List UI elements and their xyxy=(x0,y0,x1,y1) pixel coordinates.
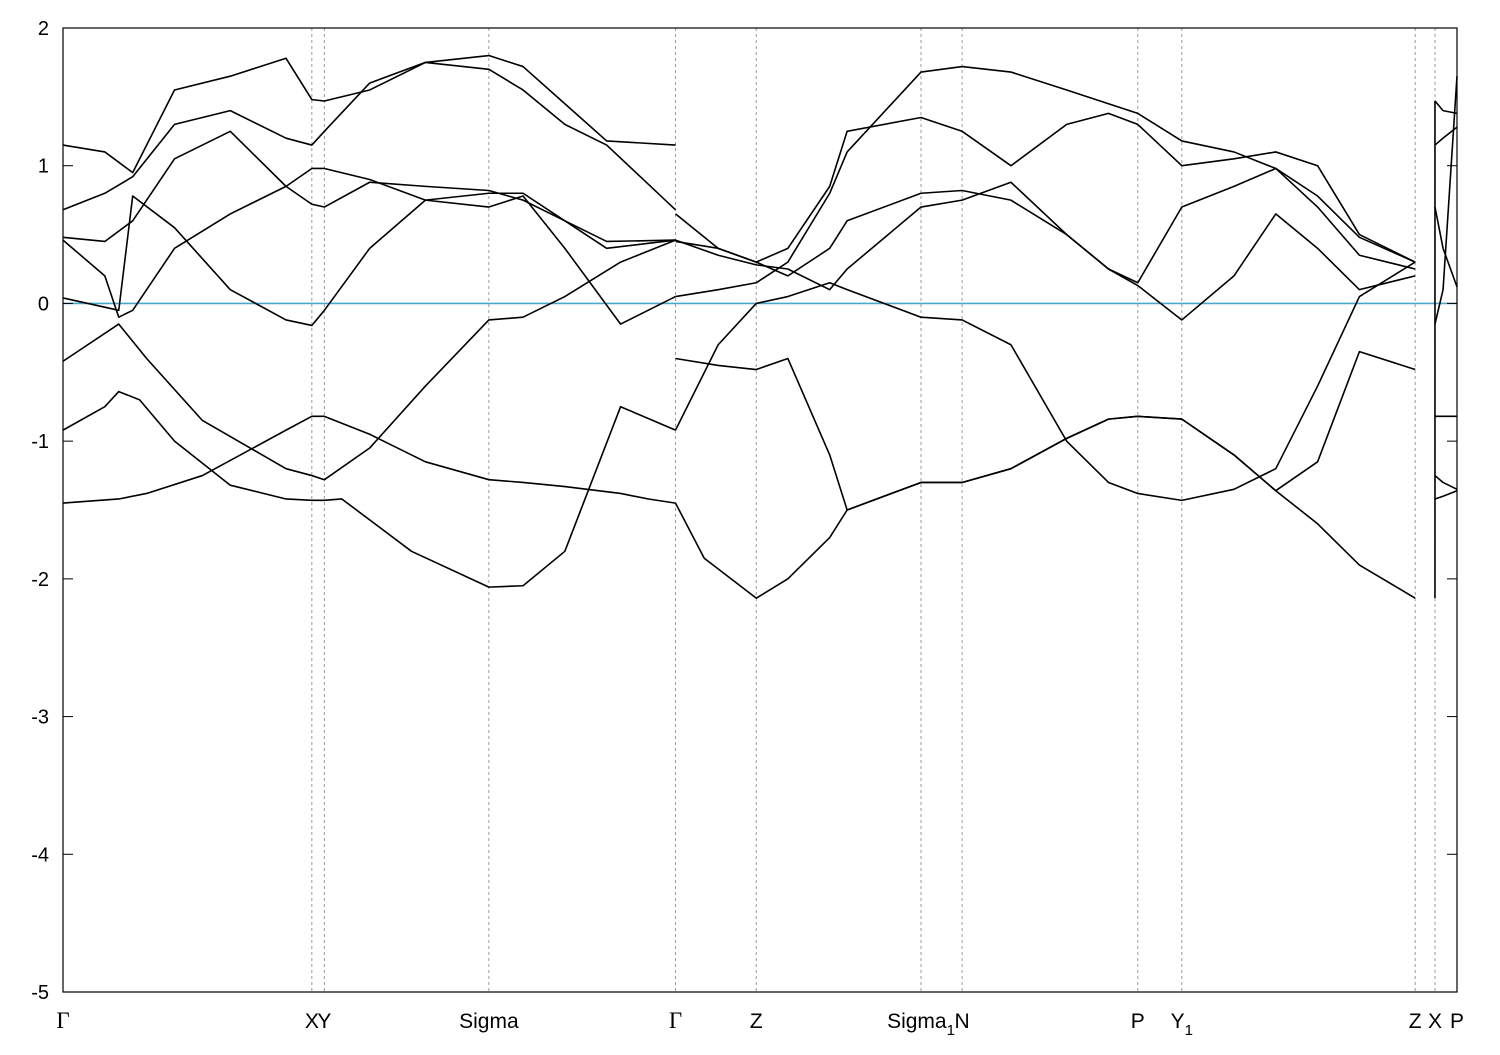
band-line xyxy=(62,390,676,588)
band-line xyxy=(62,192,676,327)
xtick-label-text: P xyxy=(1131,1010,1145,1033)
x-axis-ticks: Γ XY Sigma Γ Z Sigma1 N P Y1 Z X P xyxy=(56,1008,1464,1039)
band-line xyxy=(675,181,1416,321)
band-line xyxy=(62,130,676,250)
ytick-label: -2 xyxy=(31,569,49,591)
bands-layer xyxy=(62,54,1458,599)
ytick-label: -4 xyxy=(31,844,49,866)
xtick-label: X xyxy=(1428,1010,1442,1033)
xtick-label-text: Γ xyxy=(669,1008,682,1033)
xtick-label-text: N xyxy=(955,1010,970,1033)
xtick-label-subscript: 1 xyxy=(947,1022,955,1039)
band-line xyxy=(1434,126,1458,146)
xtick-label-text: X xyxy=(1428,1010,1442,1033)
xtick-label-text: Y xyxy=(317,1010,331,1033)
band-line xyxy=(62,54,676,174)
xtick-label-text: Z xyxy=(750,1010,763,1033)
axes-layer xyxy=(62,27,1458,993)
band-line xyxy=(1434,489,1458,500)
xtick-label: Z xyxy=(1409,1010,1422,1033)
ytick-label: 1 xyxy=(38,156,49,178)
xtick-label-text: X xyxy=(305,1010,319,1033)
band-line xyxy=(674,415,1416,599)
ytick-label: 2 xyxy=(38,18,49,40)
band-line xyxy=(1434,100,1458,115)
xtick-label-text: Y xyxy=(1171,1010,1185,1033)
band-line xyxy=(675,65,1416,298)
xtick-label: X xyxy=(305,1010,319,1033)
band-line xyxy=(62,167,676,325)
xtick-label: Γ xyxy=(56,1008,69,1033)
xtick-label: Sigma xyxy=(459,1010,519,1033)
ytick-label: -3 xyxy=(31,707,49,729)
xtick-label-text: Γ xyxy=(56,1008,69,1033)
band-line xyxy=(62,239,676,481)
ytick-label: 0 xyxy=(38,293,49,315)
xtick-label-text: Sigma xyxy=(459,1010,519,1033)
band-line xyxy=(674,261,1416,502)
xtick-label: Y xyxy=(317,1010,331,1033)
band-line xyxy=(1434,474,1458,491)
xtick-label: N xyxy=(955,1010,970,1033)
xtick-label: Sigma1 xyxy=(887,1010,955,1039)
ytick-label: -5 xyxy=(31,982,49,1004)
band-line xyxy=(675,112,1416,263)
xtick-label-text: Z xyxy=(1409,1010,1422,1033)
xtick-label: Z xyxy=(750,1010,763,1033)
band-line xyxy=(675,167,1416,284)
band-line xyxy=(1434,76,1458,325)
band-line xyxy=(62,61,677,211)
xtick-label: P xyxy=(1131,1010,1145,1033)
xtick-label-text: P xyxy=(1450,1010,1464,1033)
xtick-label-subscript: 1 xyxy=(1185,1022,1193,1039)
xtick-label: Γ xyxy=(669,1008,682,1033)
band-line xyxy=(675,350,1416,511)
xtick-label: Y1 xyxy=(1171,1010,1193,1039)
xtick-label-text: Sigma xyxy=(887,1010,947,1033)
band-line xyxy=(1434,206,1458,288)
xtick-label: P xyxy=(1450,1010,1464,1033)
y-axis-ticks: -5 -4 -3 -2 -1 0 1 2 xyxy=(31,18,1457,1004)
plot-frame xyxy=(62,27,1458,993)
band-line xyxy=(62,415,676,504)
ytick-label: -1 xyxy=(31,431,49,453)
